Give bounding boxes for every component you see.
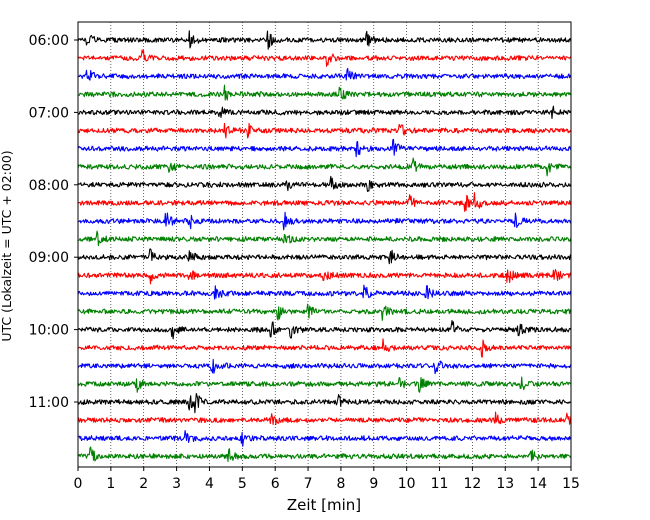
vertical-grid-lines bbox=[110, 22, 539, 467]
x-tick-label: 11 bbox=[431, 476, 449, 492]
y-tick-label: 08:00 bbox=[29, 178, 69, 194]
y-tick-label: 10:00 bbox=[29, 323, 69, 339]
trace-line bbox=[77, 303, 572, 321]
y-axis-ticks: 06:00 07:00 08:00 09:00 10:00 11:00 bbox=[29, 33, 78, 411]
trace-line bbox=[78, 84, 572, 101]
trace-line bbox=[77, 268, 572, 285]
x-tick-label: 15 bbox=[562, 476, 580, 492]
trace-line bbox=[77, 211, 572, 231]
trace-line bbox=[77, 230, 572, 247]
x-tick-label: 5 bbox=[238, 476, 247, 492]
y-axis-label: UTC (Lokalzeit = UTC + 02:00) bbox=[0, 150, 14, 341]
trace-line bbox=[77, 30, 572, 50]
trace-line bbox=[77, 248, 572, 265]
x-tick-label: 4 bbox=[205, 476, 214, 492]
x-tick-label: 9 bbox=[369, 476, 378, 492]
plot-area-background bbox=[78, 22, 571, 467]
trace-line bbox=[77, 358, 572, 375]
trace-line bbox=[77, 411, 572, 426]
trace-line bbox=[77, 376, 571, 393]
y-tick-label: 09:00 bbox=[29, 250, 69, 266]
trace-line bbox=[77, 393, 572, 414]
trace-line bbox=[77, 122, 572, 139]
trace-line bbox=[77, 430, 572, 447]
trace-line bbox=[77, 49, 572, 67]
x-tick-label: 13 bbox=[496, 476, 514, 492]
x-tick-label: 14 bbox=[529, 476, 547, 492]
trace-line bbox=[77, 105, 572, 119]
trace-line bbox=[77, 157, 572, 177]
y-tick-label: 11:00 bbox=[29, 395, 69, 411]
trace-line bbox=[77, 446, 572, 463]
trace-series-group bbox=[77, 30, 572, 463]
x-tick-label: 3 bbox=[172, 476, 181, 492]
x-tick-label: 7 bbox=[304, 476, 313, 492]
plot-frame bbox=[77, 21, 572, 468]
trace-line bbox=[77, 192, 572, 212]
x-tick-label: 6 bbox=[271, 476, 280, 492]
y-tick-label: 07:00 bbox=[29, 105, 69, 121]
trace-line bbox=[77, 338, 572, 358]
trace-line bbox=[77, 284, 572, 300]
trace-line bbox=[77, 67, 572, 81]
x-tick-label: 0 bbox=[74, 476, 83, 492]
x-tick-label: 12 bbox=[463, 476, 481, 492]
x-axis-label: Zeit [min] bbox=[287, 496, 361, 514]
y-tick-label: 06:00 bbox=[29, 33, 69, 49]
trace-line bbox=[77, 320, 572, 340]
x-axis-ticks: 0 1 2 3 4 5 6 7 8 9 10 11 12 13 14 15 bbox=[74, 467, 580, 492]
x-tick-label: 1 bbox=[106, 476, 115, 492]
trace-line bbox=[77, 175, 572, 192]
trace-line bbox=[77, 138, 572, 158]
x-tick-label: 10 bbox=[398, 476, 416, 492]
x-tick-label: 2 bbox=[139, 476, 148, 492]
x-tick-label: 8 bbox=[336, 476, 345, 492]
